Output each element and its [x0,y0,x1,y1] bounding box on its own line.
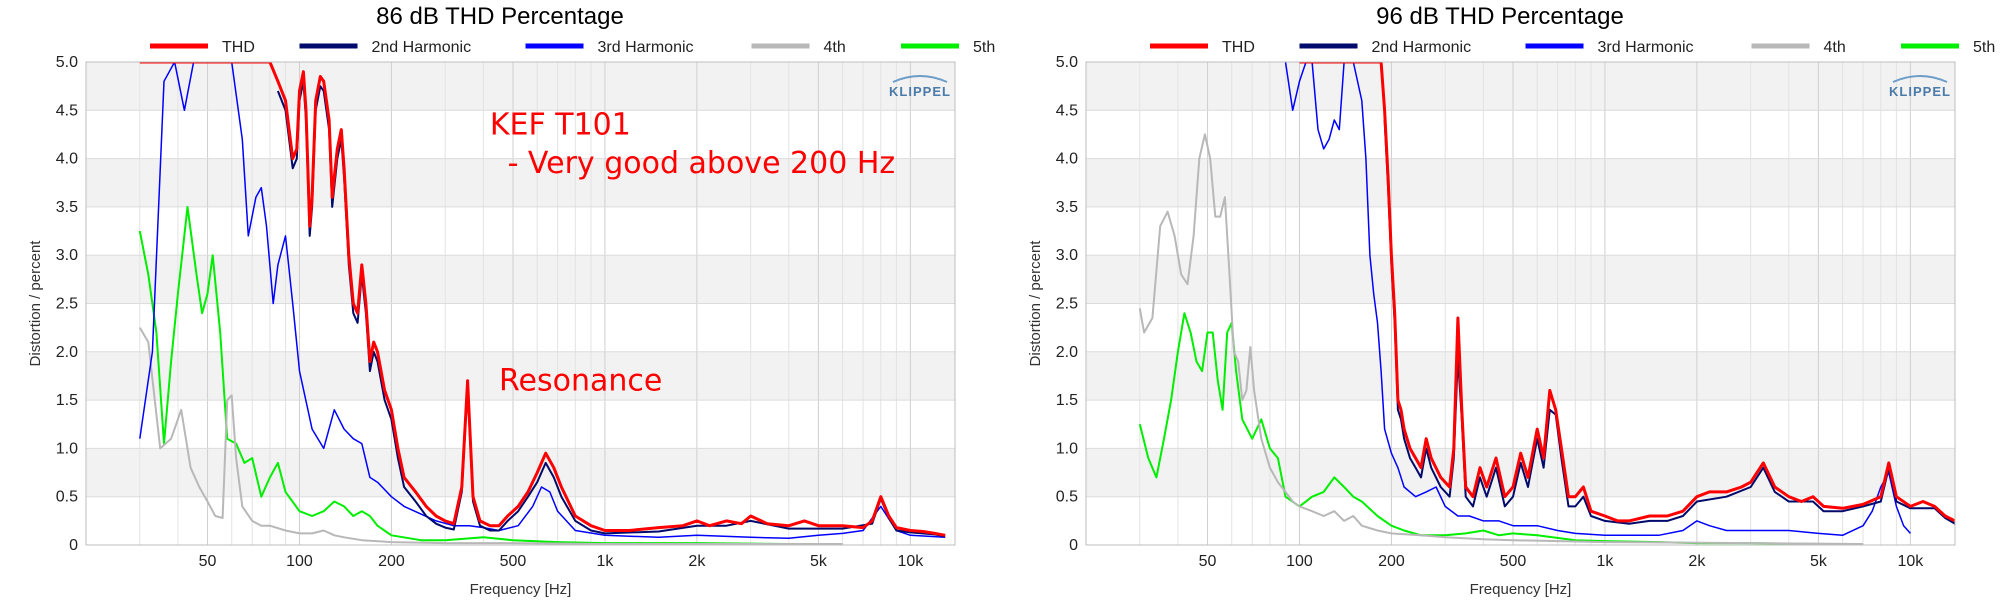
y-tick-label: 1.0 [56,440,78,457]
annotation-resonance: Resonance [499,363,662,398]
series-line-2nd-harmonic [1383,119,1955,525]
series-line-thd [139,62,946,537]
thd-96db-chart: 96 dB THD Percentage THD 2nd Harmonic 3rd H… [1027,3,1995,598]
legend-label-4th: 4th [824,39,846,56]
y-tick-label: 2.5 [1056,296,1078,313]
y-tick-label: 3.0 [1056,247,1078,264]
x-tick-label: 2k [688,553,706,570]
x-tick-label: 10k [1897,553,1924,570]
x-tick-label: 50 [1199,553,1217,570]
legend: THD 2nd Harmonic 3rd Harmonic 4th 5th [1150,39,1995,56]
chart-panel-86db: 86 dB THD Percentage THD 2nd Harmonic 3rd H… [27,3,995,598]
x-tick-label: 2k [1688,553,1706,570]
plot-border [1085,61,1956,546]
series-line-4th [1138,133,1864,545]
y-tick-label: 0.5 [1056,489,1078,506]
y-tick-label: 2.0 [56,344,78,361]
plot-band [1086,158,1955,207]
x-axis-label: Frequency [Hz] [1470,581,1572,598]
series-line-thd [1299,62,1955,523]
x-tick-label: 500 [1500,553,1527,570]
klippel-logo: KLIPPEL [1889,75,1951,99]
x-tick-label: 1k [1596,553,1614,570]
klippel-logo: KLIPPEL [889,75,951,99]
plot-band [86,255,955,304]
legend-label-5th: 5th [1973,39,1995,56]
y-tick-label: 1.5 [1056,392,1078,409]
series-line-5th [138,205,789,545]
legend-label-3rd-harmonic: 3rd Harmonic [598,39,694,56]
y-tick-label: 1.0 [1056,440,1078,457]
legend-label-3rd-harmonic: 3rd Harmonic [1598,39,1694,56]
annotations: KEF T101 - Very good above 200 Hz Resonanc… [490,107,895,398]
y-tick-label: 1.5 [56,392,78,409]
x-tick-label: 1k [596,553,614,570]
series-group [138,62,946,545]
x-tick-label: 5k [1810,553,1828,570]
series-group [1138,62,1955,545]
logo-text: KLIPPEL [1889,84,1951,99]
chart-title: 96 dB THD Percentage [1376,3,1624,30]
y-tick-label: 0 [1069,537,1078,554]
logo-arc [892,75,948,83]
series-line-4th [138,327,843,545]
y-axis-label: Distortion / percent [1027,240,1044,367]
x-tick-label: 100 [1286,553,1313,570]
x-tick-label: 5k [810,553,828,570]
plot-border [85,61,956,546]
x-ticks: 50 100 200 500 1k 2k 5k 10k [1199,553,1925,570]
plot-band [1086,255,1955,304]
plot-band [86,62,955,111]
y-tick-label: 5.0 [56,54,78,71]
legend-label-thd: THD [222,39,255,56]
x-tick-label: 100 [286,553,313,570]
plot-band [86,351,955,401]
grid [1085,61,1955,546]
annotation-kef-t101: KEF T101 [490,107,631,142]
y-tick-label: 0.5 [56,489,78,506]
x-tick-label: 200 [378,553,405,570]
y-tick-label: 4.0 [56,151,78,168]
y-tick-label: 2.0 [1056,344,1078,361]
logo-arc [1892,75,1948,83]
y-tick-label: 4.5 [1056,102,1078,119]
series-line-3rd-harmonic [139,62,946,539]
y-tick-label: 4.0 [1056,151,1078,168]
legend-label-2nd-harmonic: 2nd Harmonic [1372,39,1472,56]
series-line-3rd-harmonic [1284,62,1911,537]
plot-band [1086,62,1955,111]
y-axis-label: Distortion / percent [27,240,44,367]
legend-label-5th: 5th [973,39,995,56]
y-ticks: 0 0.5 1.0 1.5 2.0 2.5 3.0 3.5 4.0 4.5 5.0 [56,54,78,554]
x-tick-label: 50 [199,553,217,570]
y-tick-label: 3.5 [1056,199,1078,216]
plot-band [1086,351,1955,401]
x-tick-label: 200 [1378,553,1405,570]
plot-band [86,158,955,207]
legend: THD 2nd Harmonic 3rd Harmonic 4th 5th [150,39,995,56]
plot-band [86,448,955,497]
y-tick-label: 4.5 [56,102,78,119]
x-ticks: 50 100 200 500 1k 2k 5k 10k [199,553,925,570]
chart-title: 86 dB THD Percentage [376,3,624,30]
thd-86db-chart: 86 dB THD Percentage THD 2nd Harmonic 3rd H… [27,3,995,598]
y-tick-label: 3.0 [56,247,78,264]
y-tick-label: 3.5 [56,199,78,216]
y-tick-label: 0 [69,537,78,554]
chart-panel-96db: 96 dB THD Percentage THD 2nd Harmonic 3rd H… [1000,0,2000,600]
logo-text: KLIPPEL [889,84,951,99]
legend-label-4th: 4th [1824,39,1846,56]
x-tick-label: 10k [897,553,924,570]
x-tick-label: 500 [500,553,527,570]
annotation-very-good-above-200-hz: - Very good above 200 Hz [508,146,896,181]
y-tick-label: 2.5 [56,296,78,313]
x-axis-label: Frequency [Hz] [470,581,572,598]
y-ticks: 0 0.5 1.0 1.5 2.0 2.5 3.0 3.5 4.0 4.5 5.0 [1056,54,1078,554]
legend-label-2nd-harmonic: 2nd Harmonic [372,39,472,56]
y-tick-label: 5.0 [1056,54,1078,71]
legend-label-thd: THD [1222,39,1255,56]
